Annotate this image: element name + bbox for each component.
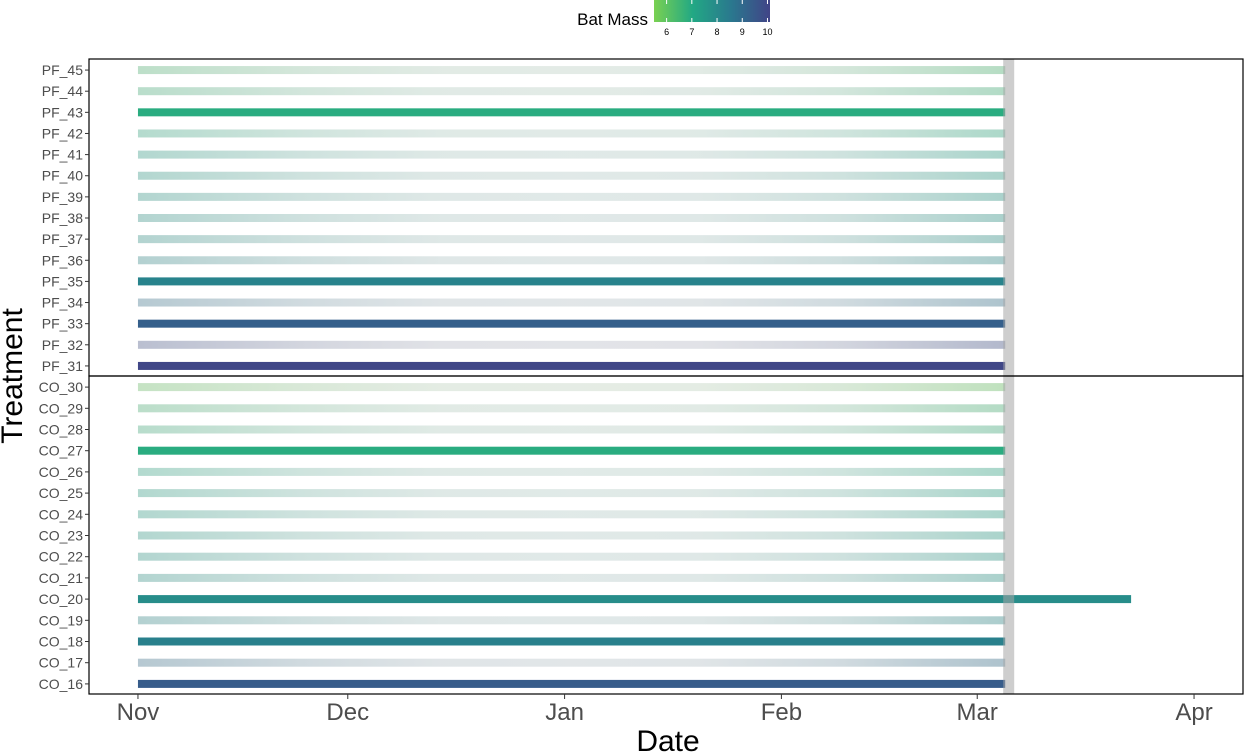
timeline-bar-pf-31: [137, 361, 1006, 370]
timeline-bar-pf-40: [137, 171, 1006, 180]
y-tick-label: PF_44: [42, 83, 83, 99]
x-tick-label: Apr: [1175, 699, 1212, 726]
timeline-bar-co-28: [137, 425, 1006, 434]
timeline-bar-pf-33: [137, 319, 1006, 328]
y-tick-label: CO_21: [39, 570, 84, 586]
legend-tick-label: 6: [664, 27, 669, 37]
y-tick-label: CO_20: [39, 591, 84, 607]
timeline-bar-co-16: [137, 679, 1006, 688]
timeline-bar-pf-34: [137, 298, 1006, 307]
x-tick-label: Jan: [545, 699, 584, 726]
timeline-bar-co-18: [137, 637, 1006, 646]
timeline-bar-pf-42: [137, 129, 1006, 138]
y-tick-label: CO_23: [39, 528, 84, 544]
y-tick-label: CO_28: [39, 422, 84, 438]
y-tick-label: CO_27: [39, 443, 84, 459]
y-tick-label: PF_42: [42, 125, 83, 141]
y-tick-label: PF_43: [42, 104, 83, 120]
timeline-bar-co-17: [137, 658, 1006, 667]
timeline-bar-co-30: [137, 383, 1006, 392]
y-tick-label: CO_25: [39, 485, 84, 501]
timeline-bar-co-23: [137, 531, 1006, 540]
legend-tick-label: 9: [740, 27, 745, 37]
y-tick-label: CO_26: [39, 464, 84, 480]
timeline-bar-co-26: [137, 467, 1006, 476]
y-tick-label: PF_39: [42, 189, 83, 205]
legend-colorbar: [654, 0, 770, 22]
x-tick-label: Nov: [117, 699, 160, 726]
y-tick-label: PF_33: [42, 316, 83, 332]
timeline-bar-co-21: [137, 573, 1006, 582]
y-tick-label: PF_41: [42, 147, 83, 163]
y-tick-label: PF_37: [42, 231, 83, 247]
y-tick-label: CO_29: [39, 400, 84, 416]
y-tick-label: PF_32: [42, 337, 83, 353]
timeline-bar-pf-43: [137, 108, 1006, 117]
timeline-bar-co-20: [137, 595, 1132, 604]
timeline-bar-co-22: [137, 552, 1006, 561]
legend-tick-label: 10: [762, 27, 772, 37]
timeline-bar-pf-41: [137, 150, 1006, 159]
y-tick-label: CO_19: [39, 612, 84, 628]
timeline-bar-pf-45: [137, 66, 1006, 75]
legend-tick-label: 8: [715, 27, 720, 37]
y-tick-label: CO_30: [39, 379, 84, 395]
y-tick-label: PF_36: [42, 252, 83, 268]
y-tick-label: PF_38: [42, 210, 83, 226]
y-tick-label: CO_22: [39, 549, 84, 565]
x-tick-label: Mar: [957, 699, 998, 726]
timeline-bar-pf-39: [137, 192, 1006, 201]
timeline-bar-co-19: [137, 616, 1006, 625]
y-tick-label: PF_45: [42, 62, 83, 78]
x-axis-title: Date: [636, 725, 699, 754]
x-axis: Nov Dec Jan Feb Mar Apr: [117, 694, 1213, 726]
timeline-bar-pf-37: [137, 235, 1006, 244]
y-tick-label: CO_18: [39, 634, 84, 650]
timeline-bar-pf-44: [137, 87, 1006, 96]
plot-area: [88, 58, 1244, 695]
x-tick-label: Dec: [326, 699, 369, 726]
y-axis-title: Treatment: [0, 308, 29, 444]
timeline-bar-co-25: [137, 489, 1006, 498]
y-axis-tick-labels: PF_45 PF_44 PF_43 PF_42 PF_41 PF_40 PF_39 PF_38…: [39, 62, 89, 692]
timeline-bar-pf-32: [137, 340, 1006, 349]
y-tick-label: PF_31: [42, 358, 83, 374]
y-tick-label: PF_34: [42, 295, 83, 311]
y-tick-label: CO_17: [39, 655, 84, 671]
y-tick-label: PF_40: [42, 168, 83, 184]
legend-tick-label: 7: [689, 27, 694, 37]
timeline-bar-co-29: [137, 404, 1006, 413]
timeline-bar-co-24: [137, 510, 1006, 519]
timeline-bar-pf-36: [137, 256, 1006, 265]
x-tick-label: Feb: [761, 699, 802, 726]
y-tick-label: PF_35: [42, 273, 83, 289]
timeline-bar-pf-35: [137, 277, 1006, 286]
legend: Bat Mass 6 7 8 9 10: [577, 0, 772, 37]
y-tick-label: CO_24: [39, 506, 84, 522]
y-tick-label: CO_16: [39, 676, 84, 692]
legend-title: Bat Mass: [577, 10, 648, 29]
timeline-bar-co-27: [137, 446, 1006, 455]
timeline-bar-pf-38: [137, 214, 1006, 222]
